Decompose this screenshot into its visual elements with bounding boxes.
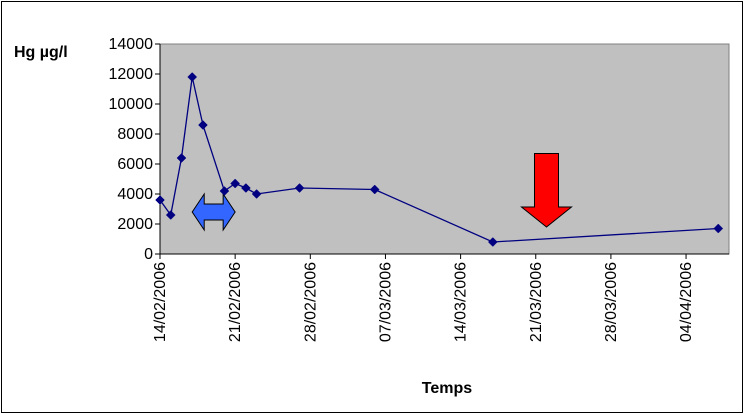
double-arrow-annotation [191, 192, 236, 232]
x-tick-label: 14/02/2006 [152, 262, 169, 342]
x-axis-title: Temps [422, 380, 472, 397]
y-tick-label: 0 [144, 246, 153, 263]
x-tick-label: 28/03/2006 [603, 262, 620, 342]
data-point [187, 72, 198, 82]
data-point [241, 183, 251, 193]
y-tick-label: 8000 [117, 126, 153, 143]
axes [155, 43, 729, 259]
y-axis-title: Hg µg/l [14, 44, 68, 61]
y-tick-label: 6000 [117, 156, 153, 173]
data-point [230, 178, 241, 189]
x-tick-label: 14/03/2006 [453, 262, 470, 342]
y-tick-label: 2000 [117, 216, 153, 233]
x-tick-label: 28/02/2006 [302, 262, 319, 342]
x-tick-label: 21/03/2006 [528, 262, 545, 342]
down-arrow-annotation [520, 153, 573, 228]
y-tick-label: 10000 [109, 96, 154, 113]
data-point [165, 210, 176, 220]
y-tick-label: 4000 [117, 186, 153, 203]
x-tick-label: 21/02/2006 [227, 262, 244, 342]
x-tick-label: 04/04/2006 [678, 262, 695, 342]
data-markers [155, 72, 724, 247]
data-point [487, 237, 498, 247]
data-point [294, 183, 305, 193]
data-point [713, 223, 724, 234]
data-point [251, 189, 262, 199]
x-tick-labels: 14/02/2006 21/02/2006 28/02/2006 07/03/2006… [152, 262, 695, 342]
annotations [191, 153, 573, 232]
data-point [176, 153, 187, 163]
y-tick-label: 12000 [109, 66, 154, 83]
plot-area [159, 43, 730, 255]
data-point [219, 186, 230, 196]
y-tick-label: 14000 [109, 36, 154, 53]
y-tick-labels: 0 2000 4000 6000 8000 10000 12000 14000 [109, 36, 154, 263]
data-point [369, 184, 380, 195]
data-point [198, 120, 208, 130]
x-tick-label: 07/03/2006 [377, 262, 394, 342]
data-point [155, 195, 165, 205]
